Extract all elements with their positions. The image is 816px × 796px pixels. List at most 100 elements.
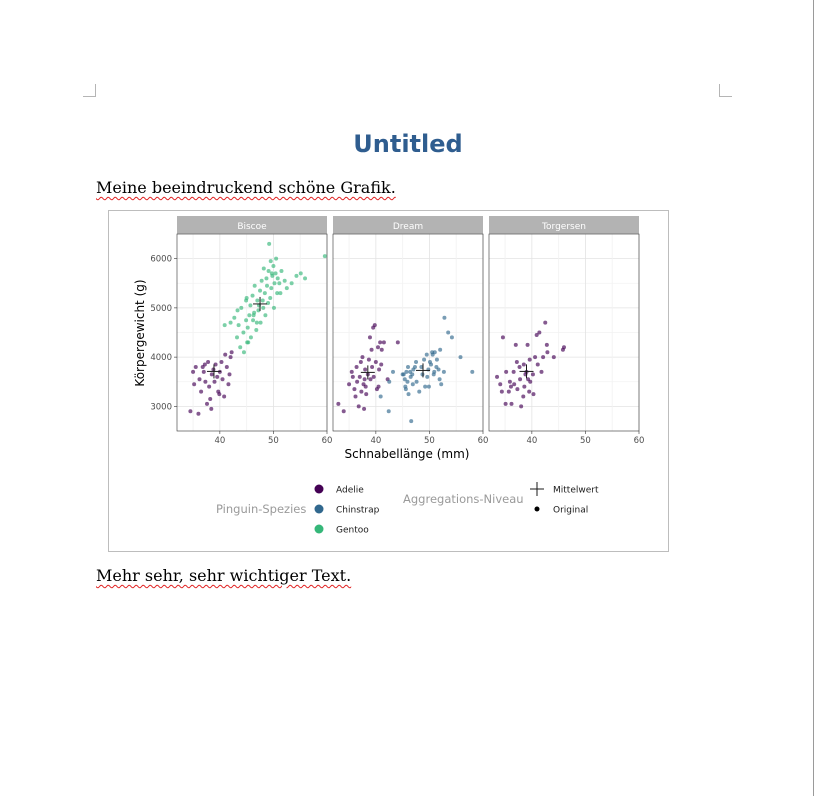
data-point-gentoo: [279, 268, 284, 273]
data-point-adelie: [381, 340, 386, 345]
data-point-adelie: [364, 392, 369, 397]
data-point-adelie: [373, 360, 378, 365]
y-axis-label: Körpergewicht (g): [133, 279, 147, 386]
data-point-gentoo: [282, 278, 287, 283]
data-point-gentoo: [271, 305, 276, 310]
legend-label-gentoo: Gentoo: [336, 526, 369, 536]
data-point-adelie: [513, 342, 518, 347]
data-point-gentoo: [245, 325, 250, 330]
data-point-gentoo: [261, 305, 266, 310]
data-point-gentoo: [275, 276, 280, 281]
data-point-gentoo: [239, 305, 244, 310]
data-point-gentoo: [267, 241, 272, 246]
legend-label-adelie: Adelie: [336, 486, 364, 496]
data-point-gentoo: [266, 300, 271, 305]
data-point-adelie: [226, 382, 231, 387]
data-point-adelie: [514, 360, 519, 365]
data-point-adelie: [369, 347, 374, 352]
data-point-gentoo: [298, 271, 303, 276]
data-point-chinstrap: [410, 382, 415, 387]
data-point-gentoo: [294, 273, 299, 278]
data-point-adelie: [515, 387, 520, 392]
data-point-chinstrap: [412, 364, 417, 369]
data-point-adelie: [562, 345, 566, 350]
data-point-gentoo: [256, 308, 261, 313]
data-point-chinstrap: [422, 357, 427, 362]
legend-label-mittelwert: Mittelwert: [553, 486, 599, 496]
data-point-chinstrap: [442, 315, 447, 320]
panel-border: [488, 233, 640, 432]
x-tick-label: 50: [268, 436, 279, 446]
data-point-gentoo: [273, 271, 278, 276]
data-point-adelie: [367, 335, 372, 340]
data-point-gentoo: [251, 313, 256, 318]
facet-strip: [333, 216, 483, 234]
data-point-gentoo: [255, 298, 260, 303]
data-point-adelie: [188, 409, 193, 414]
data-point-gentoo: [251, 318, 256, 323]
data-point-adelie: [539, 369, 544, 374]
data-point-chinstrap: [434, 357, 439, 362]
x-axis-label: Schnabellänge (mm): [345, 447, 470, 461]
data-point-chinstrap: [439, 382, 444, 387]
data-point-gentoo: [228, 320, 233, 325]
data-point-adelie: [376, 384, 381, 389]
data-point-adelie: [217, 392, 222, 397]
data-point-adelie: [202, 362, 207, 367]
data-point-gentoo: [245, 340, 250, 345]
data-point-adelie: [223, 352, 228, 357]
data-point-adelie: [220, 377, 225, 382]
facet-panel-biscoe: Biscoe 40 50 60 3000 4000 5000 6000: [150, 216, 332, 446]
data-point-adelie: [357, 374, 362, 379]
data-point-adelie: [534, 332, 539, 337]
data-point-gentoo: [232, 315, 237, 320]
data-point-chinstrap: [449, 335, 454, 340]
data-point-chinstrap: [414, 360, 419, 365]
data-point-adelie: [495, 374, 500, 379]
data-point-gentoo: [248, 303, 253, 308]
data-point-chinstrap: [406, 364, 410, 369]
data-point-chinstrap: [386, 409, 391, 414]
data-point-adelie: [522, 384, 527, 389]
data-point-adelie: [551, 355, 556, 360]
data-point-adelie: [352, 387, 357, 392]
data-point-adelie: [358, 360, 363, 365]
data-point-chinstrap: [426, 384, 431, 389]
data-point-gentoo: [241, 350, 246, 355]
legend-species-title: Pinguin-Spezies: [216, 502, 306, 516]
y-tick-label: 4000: [150, 353, 172, 363]
data-point-adelie: [196, 411, 201, 416]
data-point-chinstrap: [387, 379, 392, 384]
data-point-adelie: [528, 379, 533, 384]
data-point-gentoo: [250, 293, 255, 298]
paragraph-before-figure[interactable]: Meine beeindruckend schöne Grafik.: [96, 178, 396, 197]
data-point-adelie: [219, 360, 224, 365]
data-point-gentoo: [271, 264, 276, 269]
data-point-adelie: [209, 372, 214, 377]
facet-strip-label: Dream: [393, 222, 423, 232]
data-point-adelie: [498, 382, 503, 387]
data-point-adelie: [368, 377, 373, 382]
data-point-adelie: [527, 389, 532, 394]
data-point-chinstrap: [410, 372, 415, 377]
data-point-adelie: [395, 340, 400, 345]
data-point-chinstrap: [391, 369, 395, 374]
paragraph-after-figure[interactable]: Mehr sehr, sehr wichtiger Text.: [96, 566, 351, 585]
data-point-adelie: [192, 382, 197, 387]
legend-label-original: Original: [553, 506, 588, 516]
data-point-adelie: [376, 345, 380, 350]
panel-border: [332, 233, 484, 432]
crop-mark-top-right: [719, 84, 732, 97]
data-point-adelie: [363, 367, 368, 372]
figure-frame[interactable]: Biscoe 40 50 60 3000 4000 5000 6000 Dream 40 50 60 T…: [108, 210, 669, 552]
facet-panel-torgersen: Torgersen 40 50 60: [488, 216, 644, 446]
data-point-adelie: [197, 377, 202, 382]
data-point-adelie: [545, 350, 550, 355]
data-point-chinstrap: [406, 392, 411, 397]
data-point-adelie: [543, 320, 548, 325]
data-point-adelie: [379, 362, 384, 367]
legend-key-adelie: [314, 484, 324, 494]
data-point-gentoo: [289, 281, 294, 286]
data-point-chinstrap: [425, 374, 430, 379]
